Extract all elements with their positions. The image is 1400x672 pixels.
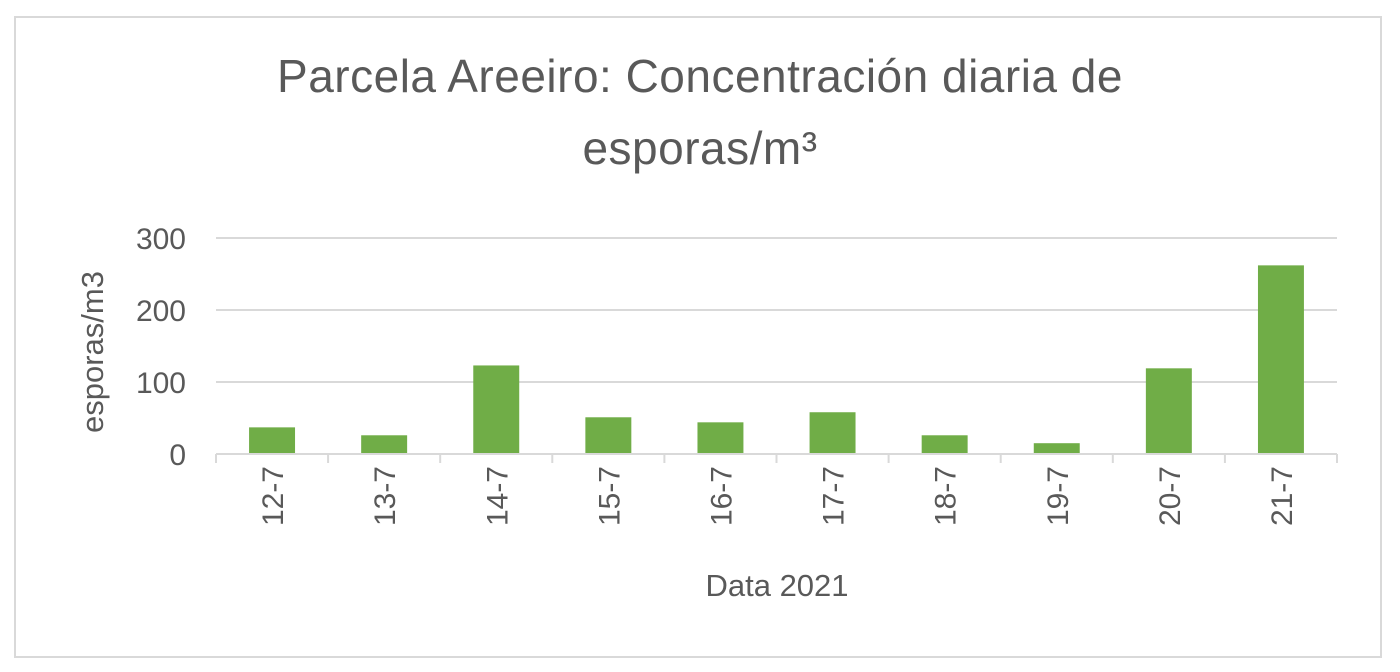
bar-14-7 bbox=[473, 365, 520, 454]
x-axis bbox=[215, 453, 1338, 463]
y-tick-label: 200 bbox=[136, 295, 186, 328]
gridlines bbox=[216, 237, 1337, 383]
chart-title-line-1: Parcela Areeiro: Concentración diaria de bbox=[277, 50, 1123, 102]
y-tick-label: 0 bbox=[169, 439, 186, 472]
x-tick-label: 12-7 bbox=[257, 466, 290, 526]
bar-17-7 bbox=[809, 412, 856, 454]
x-axis-ticks: 12-7 13-7 14-7 15-7 16-7 17-7 18-7 19-7 20-7 21-7 bbox=[257, 466, 1299, 526]
x-tick-label: 15-7 bbox=[593, 466, 626, 526]
y-tick-label: 300 bbox=[136, 223, 186, 256]
x-tick-label: 19-7 bbox=[1042, 466, 1075, 526]
bar-15-7 bbox=[585, 417, 632, 454]
chart-title: Parcela Areeiro: Concentración diaria de… bbox=[0, 40, 1400, 184]
x-tick-label: 18-7 bbox=[930, 466, 963, 526]
bar-18-7 bbox=[921, 435, 968, 454]
x-tick-label: 13-7 bbox=[369, 466, 402, 526]
chart-title-line-2: esporas/m³ bbox=[582, 122, 818, 174]
x-tick-label: 14-7 bbox=[481, 466, 514, 526]
x-axis-label: Data 2021 bbox=[705, 568, 848, 603]
x-tick-label: 16-7 bbox=[705, 466, 738, 526]
x-tick-label: 20-7 bbox=[1154, 466, 1187, 526]
x-tick-label: 17-7 bbox=[818, 466, 851, 526]
y-tick-label: 100 bbox=[136, 367, 186, 400]
bar-16-7 bbox=[697, 422, 744, 454]
bar-21-7 bbox=[1257, 265, 1304, 454]
bar-20-7 bbox=[1145, 368, 1192, 454]
chart-frame bbox=[14, 16, 1382, 658]
bar-13-7 bbox=[361, 435, 408, 454]
bars bbox=[249, 265, 1304, 454]
y-axis-ticks: 0 100 200 300 bbox=[136, 223, 186, 472]
y-axis-label: esporas/m3 bbox=[75, 271, 110, 433]
x-tick-label: 21-7 bbox=[1266, 466, 1299, 526]
bar-12-7 bbox=[249, 427, 296, 454]
bar-19-7 bbox=[1033, 443, 1080, 454]
